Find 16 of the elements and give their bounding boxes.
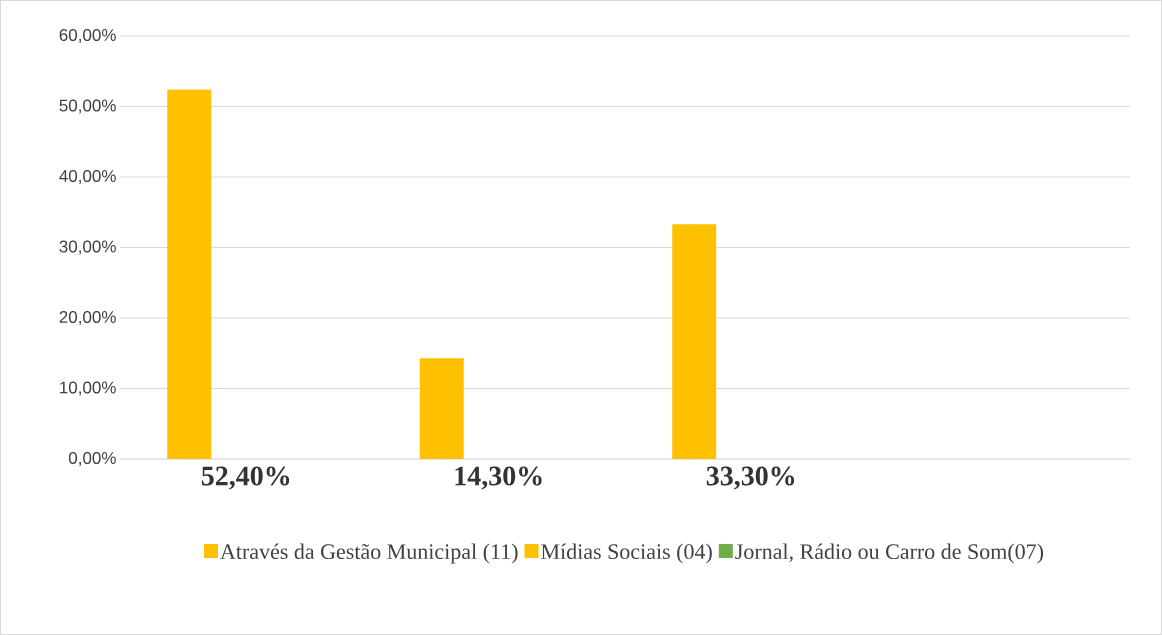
- legend-label: Jornal, Rádio ou Carro de Som(07): [735, 543, 1044, 564]
- x-tick-label: 52,40%: [201, 466, 290, 490]
- y-tick-label: 10,00%: [60, 381, 116, 396]
- legend-label: Através da Gestão Municipal (11): [220, 543, 518, 564]
- x-tick-label: 14,30%: [455, 466, 542, 490]
- bar: [419, 358, 464, 459]
- bar: [672, 224, 717, 459]
- y-tick-label: 30,00%: [59, 240, 116, 255]
- bar: [167, 89, 212, 459]
- y-tick-label: 20,00%: [59, 310, 116, 326]
- y-tick-label: 40,00%: [59, 169, 116, 185]
- x-tick-label: 33,30%: [706, 466, 795, 490]
- y-tick-label: 0,00%: [68, 451, 116, 467]
- y-tick-label: 50,00%: [59, 99, 116, 114]
- y-tick-label: 60,00%: [59, 28, 116, 44]
- legend-label: Mídias Sociais (04): [541, 543, 712, 564]
